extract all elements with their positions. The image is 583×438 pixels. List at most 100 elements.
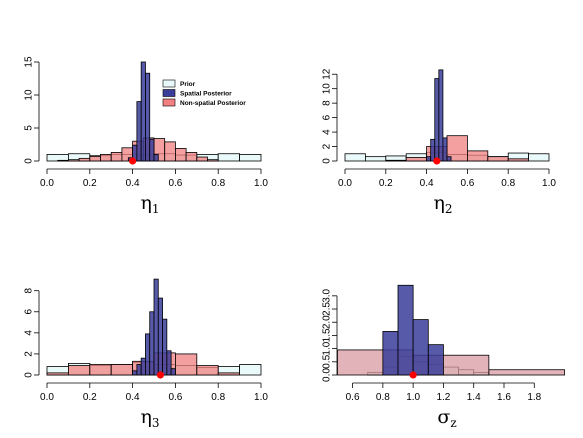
spatial-bar	[149, 138, 155, 162]
y-axis: 0.00.51.01.52.02.53.0	[322, 288, 338, 382]
y-tick-label: 0	[322, 158, 333, 164]
panel-2: 0 2 4 6 8 10 12 0.0 0.2 0.4 0.6 0.8 1.0 η2	[322, 68, 557, 216]
spatial-bar	[149, 311, 155, 376]
y-axis: 0 2 4 6 8 10 12	[322, 68, 338, 164]
y-tick-label: 6	[322, 114, 333, 120]
true-value-marker	[129, 157, 137, 165]
y-tick-label: 12	[322, 68, 333, 80]
true-value-marker	[433, 157, 441, 165]
nonspatial-bar	[110, 364, 133, 376]
spatial-bar	[140, 61, 146, 162]
nonspatial-bar	[507, 158, 530, 162]
spatial-bar	[145, 333, 151, 376]
x-tick-label: 1.0	[254, 178, 268, 189]
legend-swatch-spatial	[162, 89, 176, 97]
nonspatial-bar	[57, 159, 69, 162]
x-tick-label: 0.0	[40, 178, 54, 189]
x-tick-label: 1.2	[436, 392, 450, 403]
spatial-bar	[140, 357, 146, 376]
panel-1: 0 5 10 15 0.0 0.2 0.4 0.6 0.8 1.0 η1 Prior Spatial P…	[24, 56, 269, 216]
spatial-bar	[434, 78, 440, 162]
nonspatial-bars	[385, 135, 530, 162]
x-tick-label: 0.4	[420, 178, 434, 189]
panel-3: 0 2 4 6 8 0.0 0.2 0.4 0.6 0.8 1.0 η3	[24, 278, 268, 430]
y-tick-label: 8	[322, 100, 333, 106]
x-tick-label: 0.6	[346, 392, 360, 403]
spatial-bar	[166, 350, 172, 376]
spatial-bar	[136, 364, 142, 376]
y-axis: 0 5 10 15	[24, 56, 40, 164]
spatial-bar	[427, 344, 444, 376]
x-tick-label: 0.8	[211, 392, 225, 403]
spatial-bars	[382, 284, 444, 376]
x-tick-label: 1.8	[527, 392, 541, 403]
legend-swatch-prior	[162, 79, 176, 88]
nonspatial-bar	[174, 148, 187, 162]
true-value-marker	[156, 371, 165, 379]
y-tick-label: 0.5	[322, 354, 333, 368]
nonspatial-bar	[110, 152, 123, 162]
y-tick-label: 1.0	[322, 341, 333, 355]
spatial-bar	[426, 156, 432, 162]
y-tick-label: 0	[24, 158, 35, 164]
spatial-bar	[438, 69, 444, 162]
x-tick-label: 0.2	[379, 178, 393, 189]
legend-label-spatial: Spatial Posterior	[180, 91, 232, 98]
y-tick-label: 5	[24, 125, 35, 131]
nonspatial-bar	[68, 159, 80, 162]
nonspatial-bar	[89, 155, 101, 162]
x-tick-label: 1.0	[254, 392, 268, 403]
y-tick-label: 4	[24, 330, 35, 336]
prior-bar	[364, 156, 387, 162]
x-axis: 0.0 0.2 0.4 0.6 0.8 1.0	[40, 382, 268, 403]
spatial-bars	[132, 278, 176, 376]
x-axis-label: η1	[140, 192, 159, 216]
y-tick-label: 15	[24, 56, 35, 68]
prior-bar	[344, 153, 366, 162]
legend-swatch-nonspatial	[162, 98, 176, 107]
spatial-bars	[426, 69, 452, 162]
y-tick-label: 2	[24, 351, 35, 357]
nonspatial-bar	[488, 369, 565, 376]
legend: Prior Spatial Posterior Non-spatial Poster…	[162, 79, 246, 107]
nonspatial-bar	[217, 372, 240, 376]
x-tick-label: 0.0	[338, 178, 352, 189]
spatial-bar	[430, 138, 436, 162]
y-tick-label: 6	[24, 309, 35, 315]
x-axis-label: η2	[433, 192, 452, 216]
x-tick-label: 1.4	[467, 392, 481, 403]
y-tick-label: 8	[24, 287, 35, 293]
y-tick-label: 10	[24, 89, 35, 101]
prior-bar	[239, 153, 262, 162]
y-axis: 0 2 4 6 8	[24, 287, 40, 378]
legend-label-prior: Prior	[180, 81, 196, 88]
legend-label-nonspatial: Non-spatial Posterior	[180, 100, 246, 107]
nonspatial-bar	[100, 153, 112, 162]
y-tick-label: 4	[322, 129, 333, 135]
x-tick-label: 0.8	[501, 178, 515, 189]
nonspatial-bar	[68, 365, 91, 376]
x-tick-label: 0.6	[168, 392, 182, 403]
nonspatial-bar	[466, 150, 489, 162]
spatial-bar	[162, 318, 168, 376]
spatial-bar	[157, 297, 163, 376]
x-tick-label: 0.0	[40, 392, 54, 403]
true-value-marker	[409, 371, 417, 379]
x-tick-label: 0.2	[83, 392, 97, 403]
x-tick-label: 1.0	[406, 392, 420, 403]
nonspatial-bar	[385, 159, 407, 162]
x-axis-label: η3	[140, 406, 159, 430]
y-tick-label: 1.5	[322, 328, 333, 342]
panel-4: 0.00.51.01.52.02.53.00.6 0.8 1.0 1.2 1.4 1.6 1…	[322, 284, 565, 430]
nonspatial-bar	[46, 372, 69, 376]
y-tick-label: 2.0	[322, 315, 333, 329]
y-tick-label: 2.5	[322, 302, 333, 316]
spatial-bar	[145, 72, 151, 162]
spatial-bar	[170, 368, 176, 376]
x-tick-label: 0.6	[460, 178, 474, 189]
spatial-bar	[153, 278, 159, 376]
x-tick-label: 0.4	[126, 178, 140, 189]
y-tick-label: 0	[24, 372, 35, 378]
x-tick-label: 0.8	[211, 178, 225, 189]
x-axis: 0.0 0.2 0.4 0.6 0.8 1.0	[338, 168, 556, 189]
